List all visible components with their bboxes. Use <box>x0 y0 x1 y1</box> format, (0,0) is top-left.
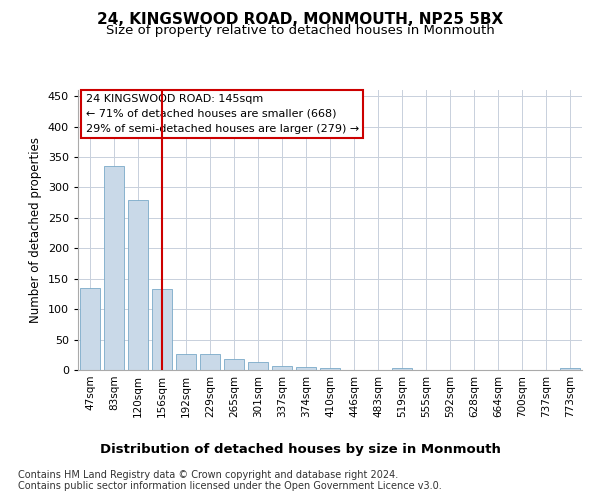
Bar <box>248 362 268 370</box>
Bar <box>560 368 580 370</box>
Y-axis label: Number of detached properties: Number of detached properties <box>29 137 42 323</box>
Bar <box>152 289 172 370</box>
Text: Contains public sector information licensed under the Open Government Licence v3: Contains public sector information licen… <box>18 481 442 491</box>
Bar <box>272 366 292 370</box>
Bar <box>392 368 412 370</box>
Bar <box>128 200 148 370</box>
Text: 24 KINGSWOOD ROAD: 145sqm
← 71% of detached houses are smaller (668)
29% of semi: 24 KINGSWOOD ROAD: 145sqm ← 71% of detac… <box>86 94 359 134</box>
Bar <box>200 354 220 370</box>
Text: 24, KINGSWOOD ROAD, MONMOUTH, NP25 5BX: 24, KINGSWOOD ROAD, MONMOUTH, NP25 5BX <box>97 12 503 28</box>
Bar <box>224 359 244 370</box>
Bar <box>296 367 316 370</box>
Bar <box>320 368 340 370</box>
Bar <box>176 354 196 370</box>
Text: Contains HM Land Registry data © Crown copyright and database right 2024.: Contains HM Land Registry data © Crown c… <box>18 470 398 480</box>
Text: Size of property relative to detached houses in Monmouth: Size of property relative to detached ho… <box>106 24 494 37</box>
Text: Distribution of detached houses by size in Monmouth: Distribution of detached houses by size … <box>100 442 500 456</box>
Bar <box>104 166 124 370</box>
Bar <box>80 288 100 370</box>
